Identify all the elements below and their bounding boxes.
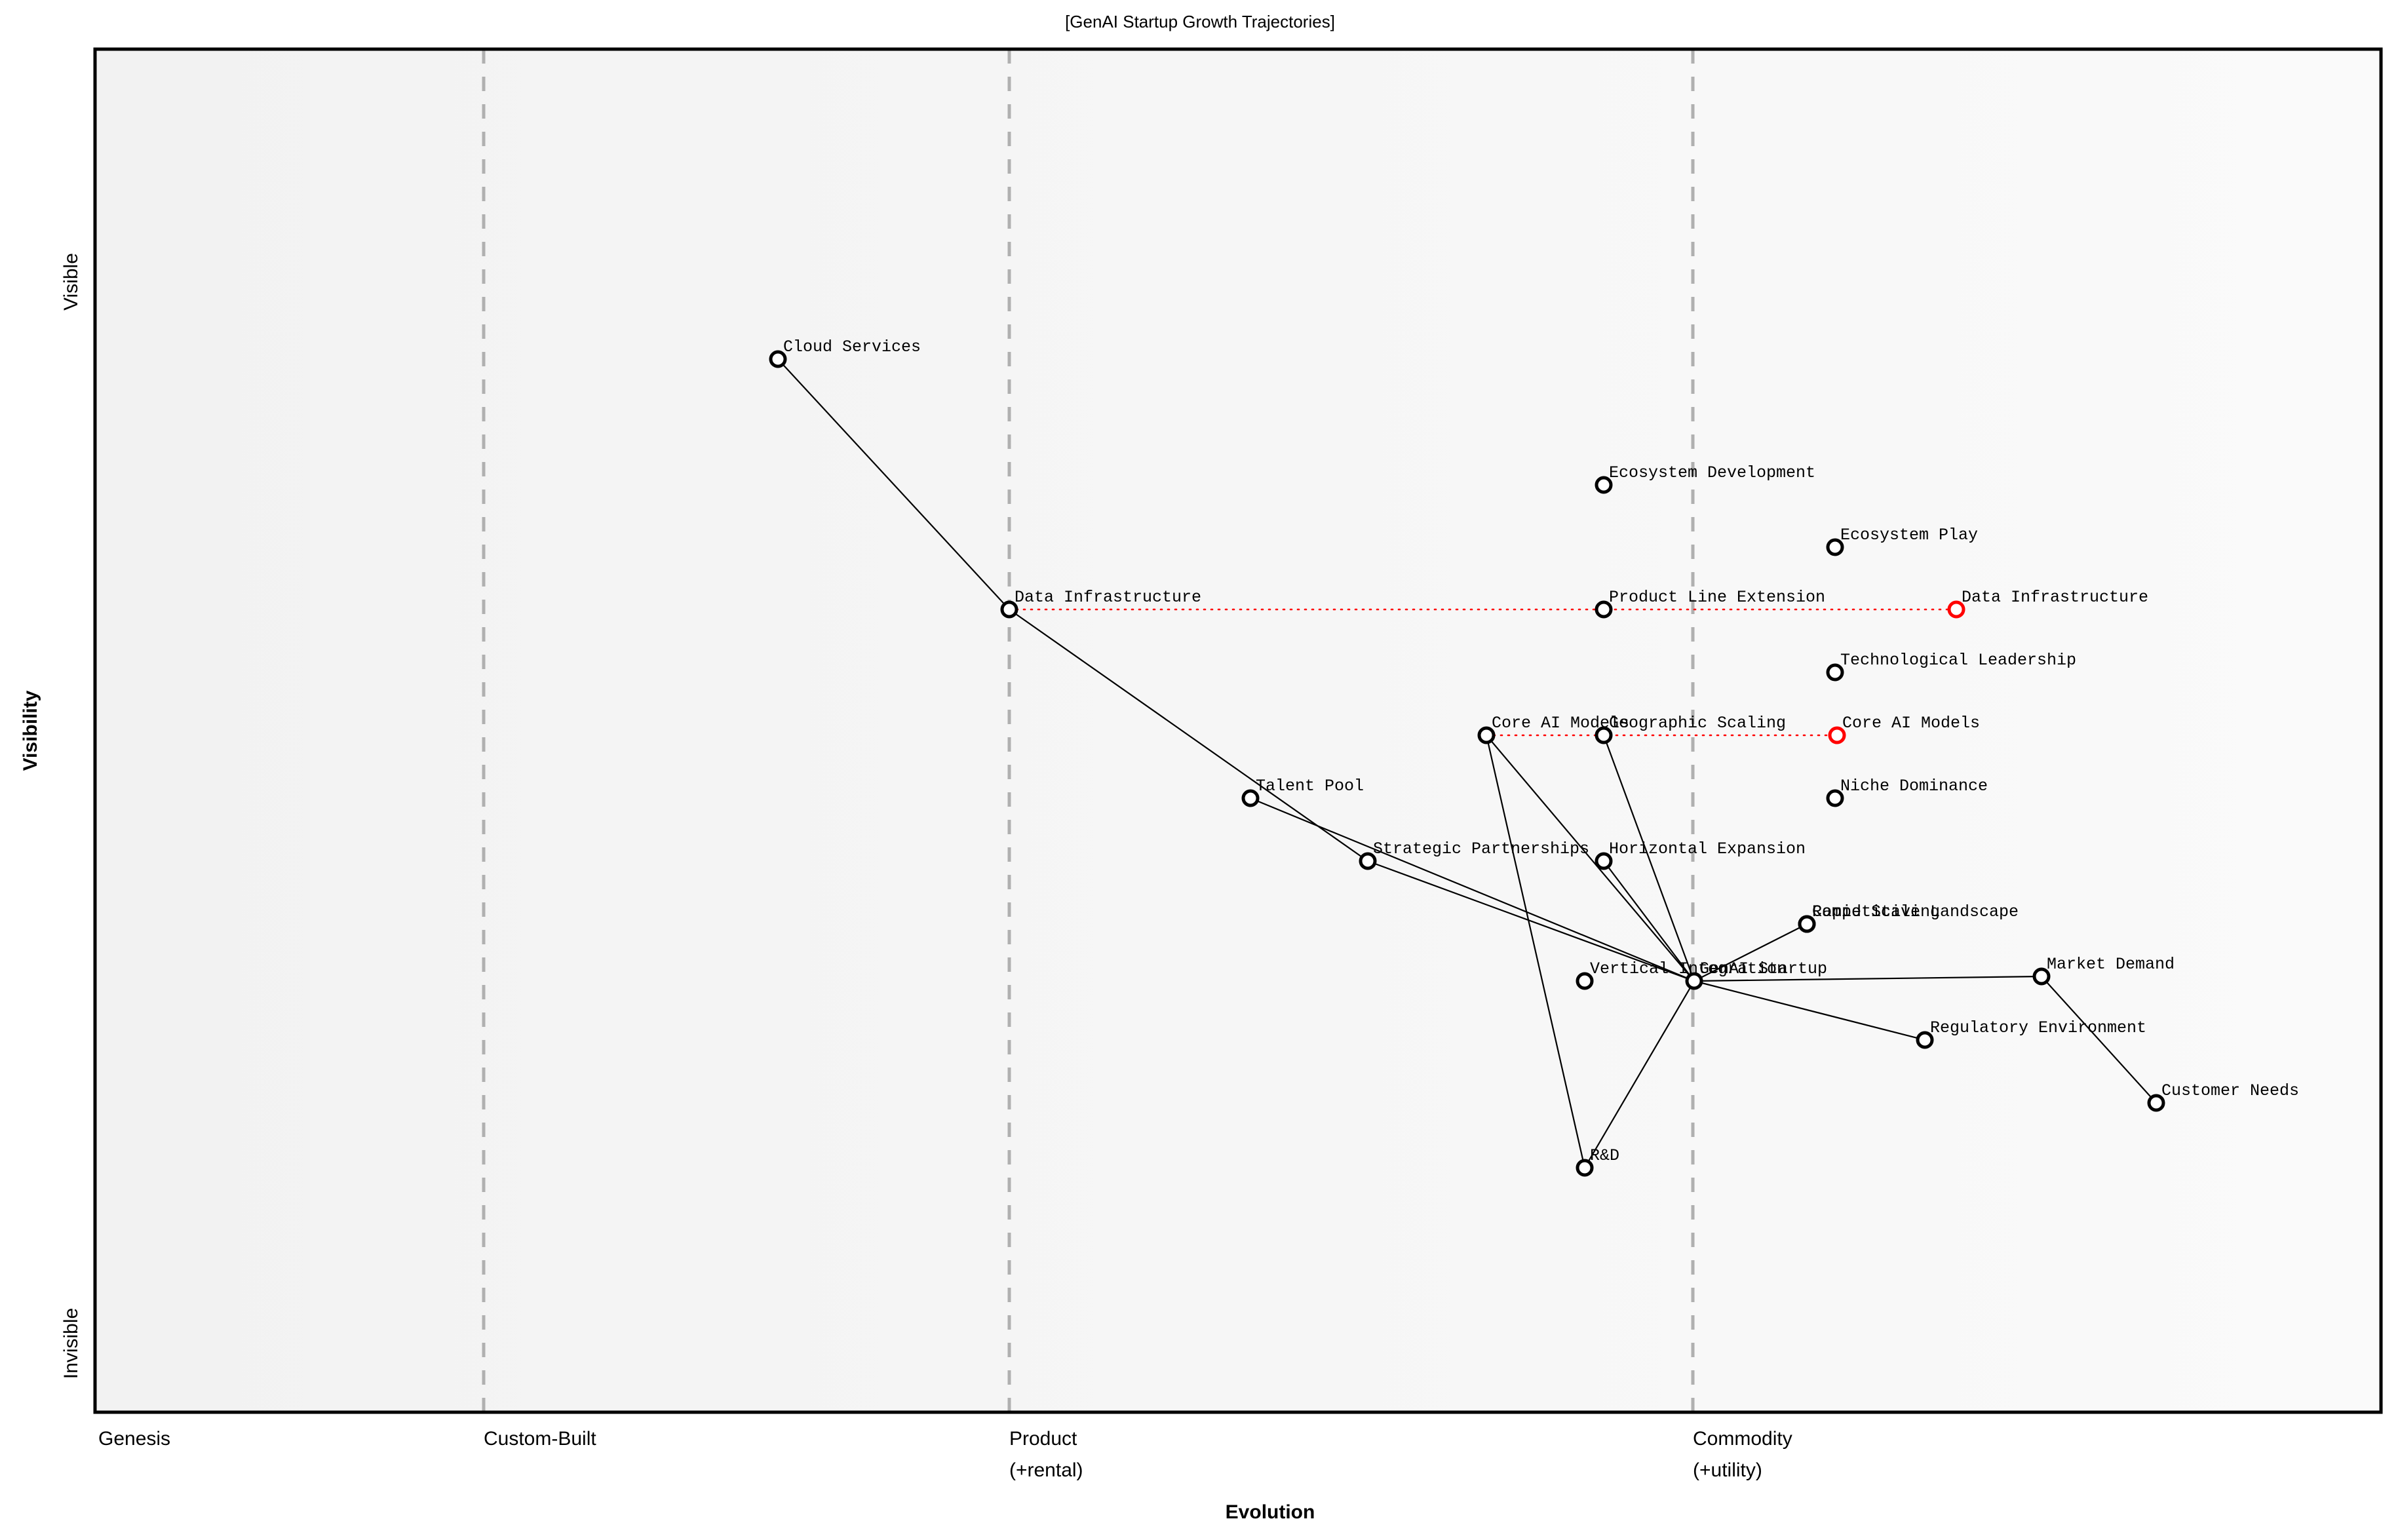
node-label-data_infrastructure_evolved: Data Infrastructure [1962, 588, 2148, 607]
link-geographic_scaling-to-genai_startup [1602, 735, 1695, 982]
map-node-data_infrastructure_evolved[interactable]: Data Infrastructure [1947, 588, 2148, 619]
map-node-technological_leadership[interactable]: Technological Leadership [1826, 651, 2076, 682]
node-label-rapid_scaling: Rapid Scaling [1812, 902, 1940, 921]
link-core_ai_models-to-genai_startup [1486, 735, 1695, 982]
node-marker-core_ai_models_evolved[interactable] [1828, 726, 1846, 744]
node-marker-core_ai_models[interactable] [1477, 726, 1496, 744]
node-label-data_infrastructure: Data Infrastructure [1015, 588, 1201, 607]
x-tick-label-secondary-3: (+utility) [1693, 1459, 1762, 1481]
node-marker-vertical_integration[interactable] [1576, 972, 1594, 990]
node-label-cloud_services: Cloud Services [783, 337, 921, 356]
node-label-regulatory_environment: Regulatory Environment [1930, 1018, 2146, 1037]
y-axis-title: Visibility [20, 690, 41, 771]
link-talent_pool-to-genai_startup [1250, 797, 1695, 982]
node-marker-cloud_services[interactable] [769, 350, 787, 368]
plot-frame [93, 47, 2383, 1414]
page-title: [GenAI Startup Growth Trajectories] [1065, 12, 1335, 31]
link-strategic_partnerships-to-genai_startup [1367, 860, 1695, 982]
map-node-product_line_extension[interactable]: Product Line Extension [1595, 588, 1825, 619]
node-label-strategic_partnerships: Strategic Partnerships [1373, 839, 1589, 858]
link-market_demand-to-customer_needs [2041, 976, 2157, 1104]
map-node-ecosystem_play[interactable]: Ecosystem Play [1826, 526, 1978, 556]
node-label-ecosystem_play: Ecosystem Play [1840, 526, 1978, 545]
node-marker-data_infrastructure_evolved[interactable] [1947, 600, 1965, 619]
x-tick-label-primary-1: Custom-Built [484, 1428, 596, 1450]
map-node-geographic_scaling[interactable]: Geographic Scaling [1595, 714, 1786, 744]
node-marker-rnd[interactable] [1576, 1159, 1594, 1177]
link-genai_startup-to-market_demand [1694, 975, 2042, 982]
evolution-gridlines [482, 49, 1695, 1412]
map-node-horizontal_expansion[interactable]: Horizontal Expansion [1595, 839, 1806, 870]
x-tick-label-primary-0: Genesis [98, 1428, 170, 1450]
y-axis-ticks: Visible Invisible [60, 253, 82, 1379]
node-marker-talent_pool[interactable] [1241, 789, 1260, 807]
node-label-genai_startup: GenAI Startup [1699, 959, 1827, 978]
node-marker-horizontal_expansion[interactable] [1595, 852, 1613, 870]
y-tick-label-0: Visible [60, 253, 82, 311]
node-label-customer_needs: Customer Needs [2161, 1081, 2299, 1100]
node-marker-market_demand[interactable] [2032, 967, 2051, 986]
link-core_ai_models-to-rnd [1485, 735, 1586, 1168]
node-label-geographic_scaling: Geographic Scaling [1609, 714, 1786, 733]
node-label-ecosystem_development: Ecosystem Development [1609, 463, 1815, 482]
node-label-market_demand: Market Demand [2047, 955, 2175, 974]
map-node-rnd[interactable]: R&D [1576, 1146, 1619, 1177]
dependency-links-layer [777, 358, 2157, 1168]
node-marker-product_line_extension[interactable] [1595, 600, 1613, 619]
node-label-core_ai_models_evolved: Core AI Models [1842, 714, 1980, 733]
x-tick-1: Custom-Built [484, 1428, 596, 1450]
map-node-ecosystem_development[interactable]: Ecosystem Development [1595, 463, 1815, 494]
x-tick-label-secondary-2: (+rental) [1009, 1459, 1083, 1481]
x-tick-0: Genesis [98, 1428, 170, 1450]
node-marker-customer_needs[interactable] [2147, 1094, 2165, 1112]
node-marker-competitive_landscape[interactable] [1798, 915, 1816, 933]
node-marker-geographic_scaling[interactable] [1595, 726, 1613, 744]
plot-background [95, 49, 2381, 1412]
x-axis-title: Evolution [1226, 1501, 1315, 1523]
evolution-links-layer [1008, 608, 1958, 737]
node-label-talent_pool: Talent Pool [1256, 777, 1364, 796]
node-label-product_line_extension: Product Line Extension [1609, 588, 1825, 607]
y-tick-label-1: Invisible [60, 1308, 82, 1379]
link-cloud_services-to-data_infrastructure [777, 358, 1010, 610]
node-marker-ecosystem_play[interactable] [1826, 538, 1844, 556]
node-label-horizontal_expansion: Horizontal Expansion [1609, 839, 1806, 858]
map-node-market_demand[interactable]: Market Demand [2032, 955, 2175, 986]
node-marker-niche_dominance[interactable] [1826, 789, 1844, 807]
map-node-genai_startup[interactable]: GenAI Startup [1685, 959, 1827, 990]
link-genai_startup-to-regulatory_environment [1694, 980, 1926, 1041]
node-marker-regulatory_environment[interactable] [1916, 1031, 1934, 1049]
map-node-strategic_partnerships[interactable]: Strategic Partnerships [1359, 839, 1589, 870]
map-node-cloud_services[interactable]: Cloud Services [769, 337, 921, 368]
map-node-core_ai_models_evolved[interactable]: Core AI Models [1828, 714, 1980, 744]
node-marker-ecosystem_development[interactable] [1595, 476, 1613, 494]
node-marker-genai_startup[interactable] [1685, 972, 1703, 990]
x-tick-3: Commodity (+utility) [1693, 1428, 1792, 1481]
node-label-niche_dominance: Niche Dominance [1840, 777, 1988, 796]
node-label-competitive_landscape: Competitive Landscape [1812, 902, 2019, 921]
link-rnd-to-genai_startup [1584, 980, 1695, 1168]
node-marker-data_infrastructure[interactable] [1000, 600, 1018, 619]
map-nodes-layer: Cloud Services Data Infrastructure Data In… [769, 337, 2299, 1177]
map-node-competitive_landscape[interactable]: Competitive Landscape [1798, 902, 2019, 933]
link-data_infrastructure-to-strategic_partnerships [1009, 609, 1368, 862]
x-tick-label-primary-3: Commodity [1693, 1428, 1792, 1450]
node-label-technological_leadership: Technological Leadership [1840, 651, 2076, 670]
map-node-customer_needs[interactable]: Customer Needs [2147, 1081, 2299, 1112]
node-marker-technological_leadership[interactable] [1826, 663, 1844, 682]
map-node-talent_pool[interactable]: Talent Pool [1241, 777, 1364, 807]
x-tick-2: Product (+rental) [1009, 1428, 1083, 1481]
map-node-data_infrastructure[interactable]: Data Infrastructure [1000, 588, 1201, 619]
node-label-rnd: R&D [1590, 1146, 1619, 1165]
x-tick-label-primary-2: Product [1009, 1428, 1077, 1450]
x-axis-ticks: Genesis Custom-Built Product (+rental) Commo… [98, 1428, 1792, 1481]
link-horizontal_expansion-to-genai_startup [1603, 860, 1695, 982]
map-node-regulatory_environment[interactable]: Regulatory Environment [1916, 1018, 2146, 1049]
node-marker-strategic_partnerships[interactable] [1359, 852, 1377, 870]
link-genai_startup-to-rapid_scaling [1694, 923, 1808, 982]
map-node-niche_dominance[interactable]: Niche Dominance [1826, 777, 1988, 807]
